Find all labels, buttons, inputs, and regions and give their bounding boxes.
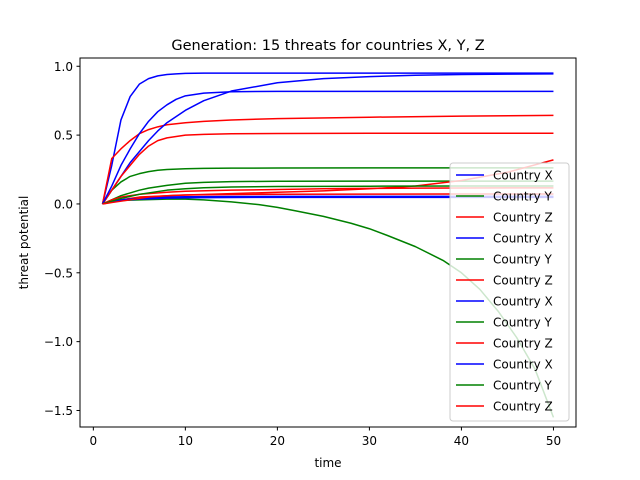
y-tick-label: −1.0 (44, 335, 73, 349)
legend-label: Country X (493, 232, 553, 246)
x-tick-label: 40 (454, 434, 469, 448)
y-axis-label: threat potential (17, 196, 31, 290)
series-line-3 (101, 114, 554, 205)
legend-label: Country Y (493, 190, 552, 204)
series-line-5 (101, 167, 554, 205)
y-tick-label: 0.0 (54, 197, 73, 211)
series-line-8 (102, 180, 554, 205)
legend-label: Country Y (493, 379, 552, 393)
series-line-4 (101, 73, 554, 205)
series-line-6 (101, 132, 554, 205)
legend-label: Country Y (493, 253, 552, 267)
legend-label: Country Z (493, 274, 553, 288)
legend-label: Country Y (493, 316, 552, 330)
x-tick-label: 0 (90, 434, 98, 448)
x-tick-label: 30 (362, 434, 377, 448)
x-axis-label: time (314, 456, 341, 470)
series-line-1 (101, 72, 554, 205)
plot-frame (79, 57, 577, 428)
y-tick-label: 1.0 (54, 60, 73, 74)
legend-label: Country Z (493, 211, 553, 225)
x-tick-label: 50 (546, 434, 561, 448)
legend-label: Country X (493, 295, 553, 309)
x-tick-label: 10 (178, 434, 193, 448)
y-tick-label: −0.5 (44, 266, 73, 280)
axes-layer: 0 10 20 30 40 50 1.0 0.5 0.0 −0.5 −1.0 −1.5 (44, 60, 561, 448)
y-tick-label: −1.5 (44, 404, 73, 418)
legend-label: Country X (493, 358, 553, 372)
series-line-14 (102, 185, 554, 205)
legend-label: Country X (493, 169, 553, 183)
series-line-7 (101, 90, 554, 205)
legend-label: Country Z (493, 337, 553, 351)
y-tick-label: 0.5 (54, 129, 73, 143)
legend-label: Country Z (493, 400, 553, 414)
chart-title: Generation: 15 threats for countries X, … (171, 38, 484, 54)
legend-box (449, 162, 570, 422)
series-line-15 (102, 193, 554, 205)
x-tick-label: 20 (270, 434, 285, 448)
legend: Country X Country Y Country Z Country X Coun… (449, 162, 570, 422)
